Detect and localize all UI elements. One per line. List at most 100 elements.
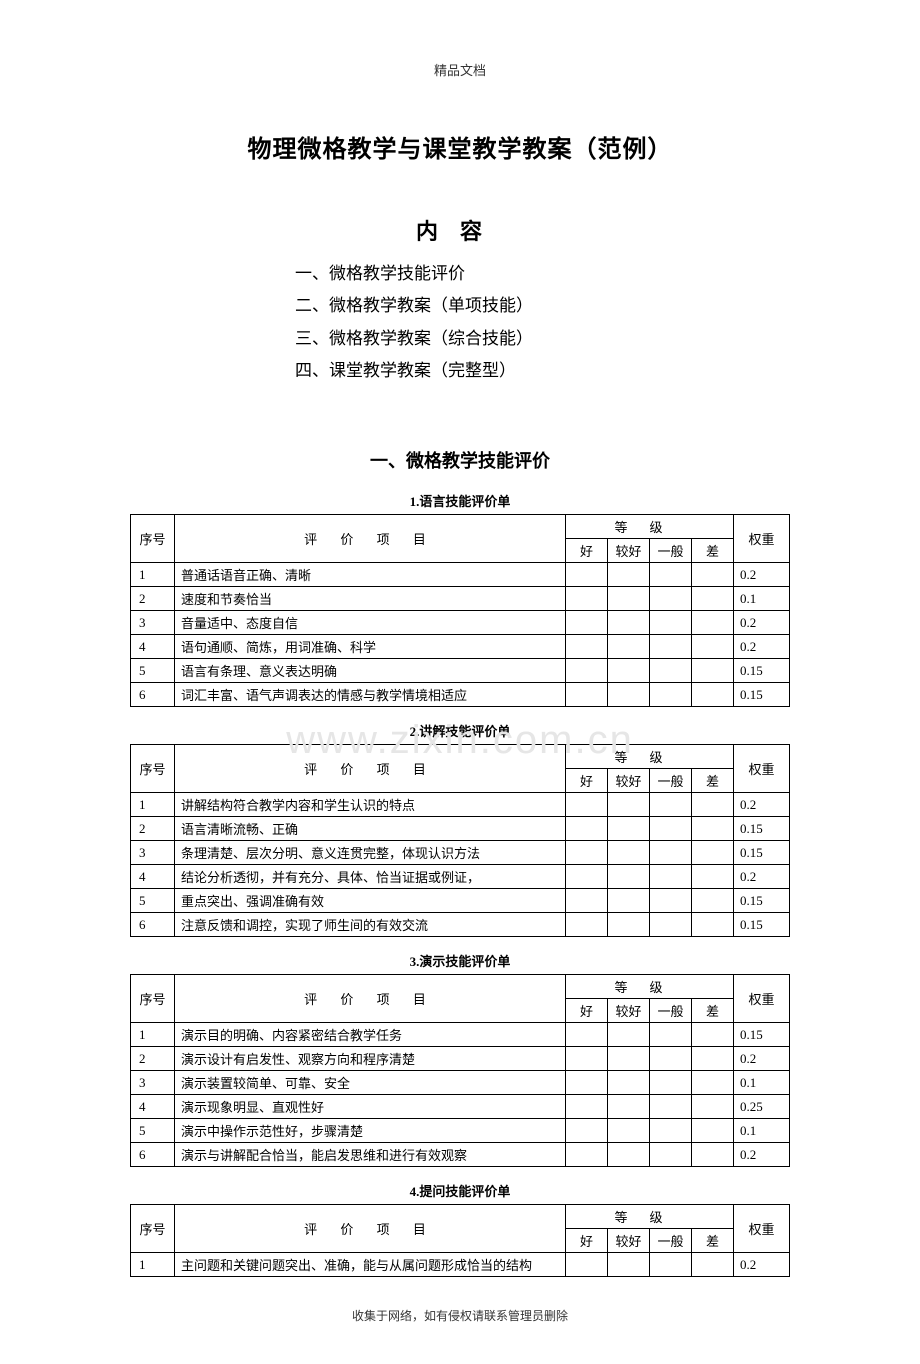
table-row: 2演示设计有启发性、观察方向和程序清楚0.2 <box>131 1047 790 1071</box>
cell-grade <box>566 1095 608 1119</box>
cell-grade <box>566 1047 608 1071</box>
col-weight: 权重 <box>734 745 790 793</box>
cell-seq: 2 <box>131 587 175 611</box>
cell-weight: 0.2 <box>734 1047 790 1071</box>
cell-item: 演示装置较简单、可靠、安全 <box>175 1071 566 1095</box>
col-item: 评 价 项 目 <box>175 515 566 563</box>
cell-item: 讲解结构符合教学内容和学生认识的特点 <box>175 793 566 817</box>
col-seq: 序号 <box>131 515 175 563</box>
section-title: 一、微格教学技能评价 <box>130 447 790 473</box>
cell-seq: 4 <box>131 1095 175 1119</box>
cell-grade <box>608 793 650 817</box>
cell-weight: 0.2 <box>734 1253 790 1277</box>
cell-grade <box>692 817 734 841</box>
cell-grade <box>692 1047 734 1071</box>
cell-grade <box>608 683 650 707</box>
cell-grade <box>650 611 692 635</box>
cell-weight: 0.15 <box>734 817 790 841</box>
cell-grade <box>650 659 692 683</box>
col-seq: 序号 <box>131 975 175 1023</box>
cell-grade <box>608 563 650 587</box>
cell-grade <box>692 1071 734 1095</box>
cell-grade <box>608 635 650 659</box>
table-row: 4语句通顺、简炼，用词准确、科学0.2 <box>131 635 790 659</box>
cell-grade <box>566 793 608 817</box>
table-row: 5重点突出、强调准确有效0.15 <box>131 889 790 913</box>
cell-item: 演示现象明显、直观性好 <box>175 1095 566 1119</box>
cell-grade <box>650 1119 692 1143</box>
cell-seq: 4 <box>131 865 175 889</box>
table-row: 5演示中操作示范性好，步骤清楚0.1 <box>131 1119 790 1143</box>
cell-grade <box>566 817 608 841</box>
col-item: 评 价 项 目 <box>175 975 566 1023</box>
cell-grade <box>650 817 692 841</box>
cell-grade <box>692 635 734 659</box>
cell-seq: 3 <box>131 611 175 635</box>
evaluation-table: 序号评 价 项 目等级权重好较好一般差1讲解结构符合教学内容和学生认识的特点0.… <box>130 744 790 937</box>
col-g3: 一般 <box>650 539 692 563</box>
toc-list: 一、微格教学技能评价 二、微格教学教案（单项技能） 三、微格教学教案（综合技能）… <box>295 258 625 387</box>
cell-item: 普通话语音正确、清晰 <box>175 563 566 587</box>
table-row: 1普通话语音正确、清晰0.2 <box>131 563 790 587</box>
cell-grade <box>608 1253 650 1277</box>
cell-item: 注意反馈和调控，实现了师生间的有效交流 <box>175 913 566 937</box>
cell-weight: 0.25 <box>734 1095 790 1119</box>
tables-container: 1.语言技能评价单序号评 价 项 目等级权重好较好一般差1普通话语音正确、清晰0… <box>130 491 790 1277</box>
cell-grade <box>566 659 608 683</box>
header-note: 精品文档 <box>130 60 790 79</box>
cell-grade <box>608 1071 650 1095</box>
cell-item: 音量适中、态度自信 <box>175 611 566 635</box>
cell-grade <box>692 1095 734 1119</box>
cell-grade <box>608 659 650 683</box>
col-g3: 一般 <box>650 1229 692 1253</box>
cell-grade <box>566 913 608 937</box>
table-row: 4结论分析透彻，并有充分、具体、恰当证据或例证，0.2 <box>131 865 790 889</box>
cell-grade <box>566 1071 608 1095</box>
cell-grade <box>650 635 692 659</box>
table-title: 1.语言技能评价单 <box>130 491 790 510</box>
cell-item: 语言有条理、意义表达明确 <box>175 659 566 683</box>
table-title: 3.演示技能评价单 <box>130 951 790 970</box>
cell-grade <box>692 587 734 611</box>
col-g2: 较好 <box>608 769 650 793</box>
cell-grade <box>608 1047 650 1071</box>
col-g3: 一般 <box>650 769 692 793</box>
cell-grade <box>692 1119 734 1143</box>
cell-weight: 0.2 <box>734 635 790 659</box>
cell-grade <box>692 611 734 635</box>
evaluation-table: 序号评 价 项 目等级权重好较好一般差1主问题和关键问题突出、准确，能与从属问题… <box>130 1204 790 1277</box>
cell-grade <box>650 563 692 587</box>
col-g4: 差 <box>692 999 734 1023</box>
cell-grade <box>692 563 734 587</box>
table-row: 1讲解结构符合教学内容和学生认识的特点0.2 <box>131 793 790 817</box>
col-g3: 一般 <box>650 999 692 1023</box>
cell-seq: 1 <box>131 1023 175 1047</box>
cell-grade <box>692 659 734 683</box>
col-g1: 好 <box>566 539 608 563</box>
cell-grade <box>692 1253 734 1277</box>
table-row: 2语言清晰流畅、正确0.15 <box>131 817 790 841</box>
cell-grade <box>566 865 608 889</box>
cell-grade <box>650 865 692 889</box>
table-row: 2速度和节奏恰当0.1 <box>131 587 790 611</box>
cell-seq: 5 <box>131 889 175 913</box>
col-item: 评 价 项 目 <box>175 1205 566 1253</box>
cell-item: 演示设计有启发性、观察方向和程序清楚 <box>175 1047 566 1071</box>
cell-item: 重点突出、强调准确有效 <box>175 889 566 913</box>
toc-item: 三、微格教学教案（综合技能） <box>295 323 625 355</box>
cell-item: 条理清楚、层次分明、意义连贯完整，体现认识方法 <box>175 841 566 865</box>
col-item: 评 价 项 目 <box>175 745 566 793</box>
table-row: 6注意反馈和调控，实现了师生间的有效交流0.15 <box>131 913 790 937</box>
col-seq: 序号 <box>131 745 175 793</box>
cell-grade <box>692 1023 734 1047</box>
cell-item: 语句通顺、简炼，用词准确、科学 <box>175 635 566 659</box>
table-row: 3音量适中、态度自信0.2 <box>131 611 790 635</box>
cell-grade <box>650 683 692 707</box>
cell-grade <box>608 1119 650 1143</box>
col-seq: 序号 <box>131 1205 175 1253</box>
col-grade: 等级 <box>566 1205 734 1229</box>
cell-item: 演示中操作示范性好，步骤清楚 <box>175 1119 566 1143</box>
table-row: 4演示现象明显、直观性好 0.25 <box>131 1095 790 1119</box>
table-row: 3条理清楚、层次分明、意义连贯完整，体现认识方法0.15 <box>131 841 790 865</box>
cell-grade <box>692 841 734 865</box>
